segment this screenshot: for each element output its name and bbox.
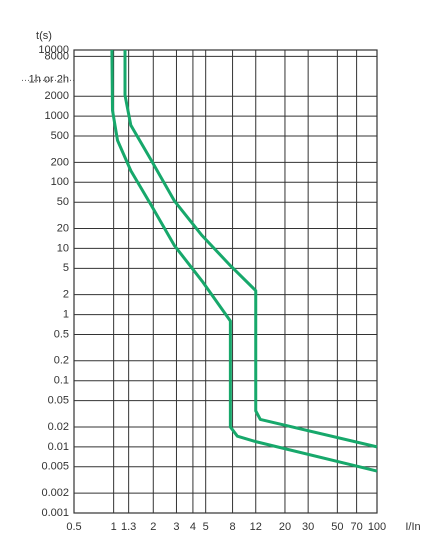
curve	[110, 49, 378, 473]
y-tick-label: 0.005	[41, 461, 69, 473]
y-tick-label: 8000	[45, 50, 69, 62]
y-tick-label: 10	[57, 242, 69, 254]
x-tick-label: 1.3	[121, 521, 136, 533]
x-tick-label: 50	[331, 521, 343, 533]
x-tick-label: 30	[302, 521, 314, 533]
x-tick-label: 8	[229, 521, 235, 533]
y-tick-label: 0.05	[48, 395, 69, 407]
y-tick-label: 2000	[45, 90, 69, 102]
x-tick-label: 5	[203, 521, 209, 533]
y-axis-label: t(s)	[36, 30, 52, 42]
x-axis-label: I/In	[405, 521, 420, 533]
plot-frame	[73, 49, 378, 514]
y-tick-label: 0.002	[41, 487, 69, 499]
y-tick-label: 1000	[45, 110, 69, 122]
x-tick-label: 1	[111, 521, 117, 533]
y-tick-label: 0.02	[48, 421, 69, 433]
y-tick-label: 0.2	[54, 355, 69, 367]
y-tick-label: 50	[57, 196, 69, 208]
y-tick-label: 100	[51, 176, 69, 188]
x-tick-label: 3	[173, 521, 179, 533]
y-tick-label: 2	[63, 289, 69, 301]
curve	[123, 50, 378, 449]
x-tick-label: 0.5	[66, 521, 81, 533]
y-tick-label: 0.001	[41, 507, 69, 519]
x-tick-label: 20	[279, 521, 291, 533]
y-tick-label: 1	[63, 308, 69, 320]
y-tick-label: 0.01	[48, 441, 69, 453]
x-tick-label: 12	[250, 521, 262, 533]
y-tick-label: 0.1	[54, 375, 69, 387]
y-tick-label: 200	[51, 156, 69, 168]
y-tick-label: 20	[57, 222, 69, 234]
x-tick-label: 2	[150, 521, 156, 533]
x-tick-label: 4	[190, 521, 196, 533]
y-tick-label: 10000	[38, 44, 69, 56]
y-tick-label: 500	[51, 130, 69, 142]
y-tick-label: 1h or 2h	[29, 73, 69, 85]
x-tick-label: 100	[368, 521, 386, 533]
x-tick-label: 70	[350, 521, 362, 533]
y-tick-label: 5	[63, 262, 69, 274]
y-tick-label: 0.5	[54, 328, 69, 340]
